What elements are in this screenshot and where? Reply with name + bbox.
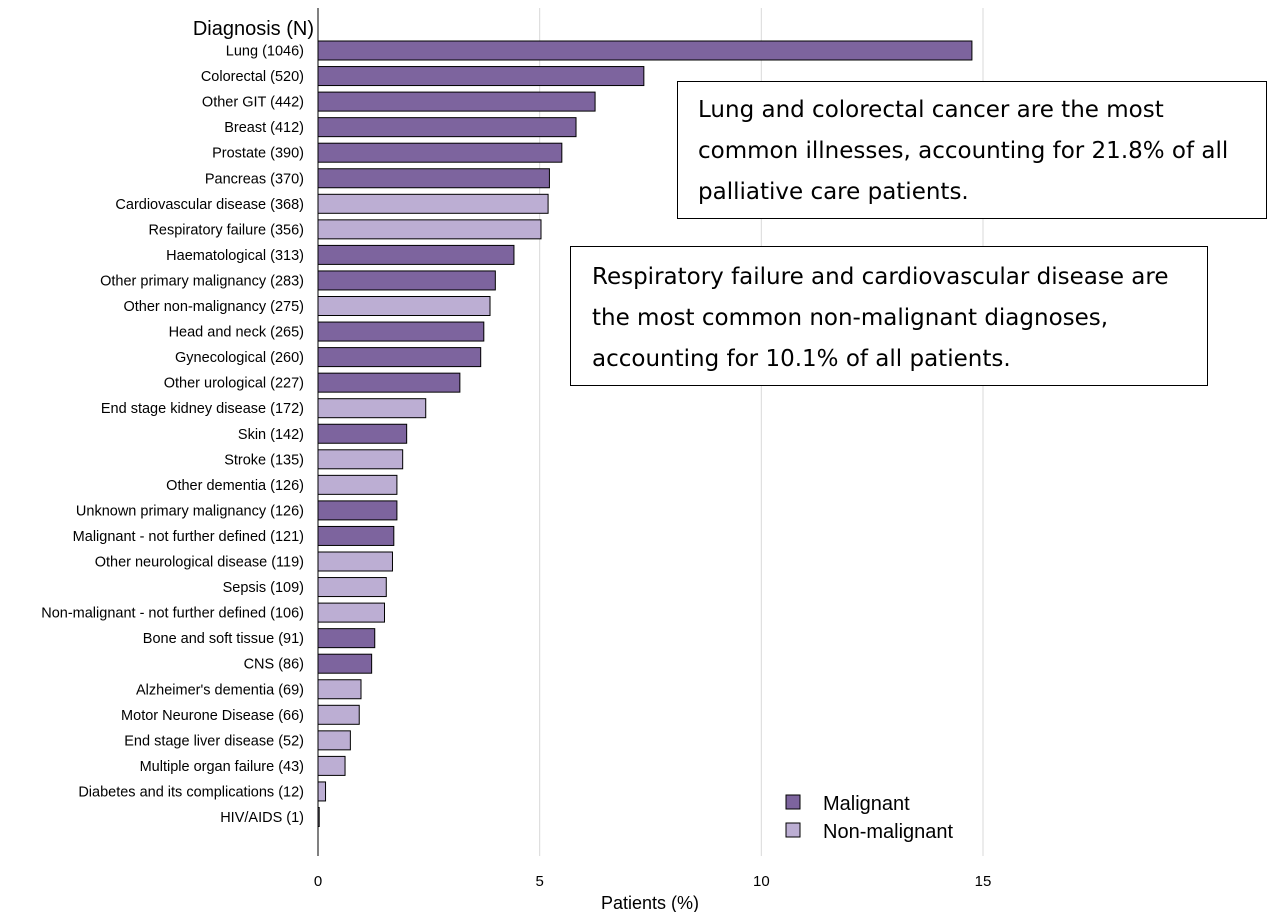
category-label: Unknown primary malignancy (126) (76, 503, 304, 519)
category-label: Lung (1046) (226, 44, 304, 60)
x-tick-label: 15 (975, 873, 992, 890)
bar-6 (317, 193, 549, 214)
bar-17 (317, 474, 398, 495)
bar-27 (317, 730, 351, 751)
bar-28 (317, 755, 346, 776)
bar-21 (317, 577, 387, 598)
category-label: Colorectal (520) (201, 69, 304, 85)
bar-14 (317, 398, 427, 419)
bar-16 (317, 449, 404, 470)
bar-20 (317, 551, 393, 572)
category-label: Sepsis (109) (223, 580, 304, 596)
category-label: Head and neck (265) (169, 325, 304, 341)
bar-1 (317, 66, 645, 87)
category-label: Respiratory failure (356) (148, 222, 304, 238)
annotation-box-cancer: Lung and colorectal cancer are the most … (677, 81, 1267, 219)
category-label: Motor Neurone Disease (66) (121, 708, 304, 724)
bar-29 (317, 781, 327, 802)
category-label: Prostate (390) (212, 146, 304, 162)
category-label: Non-malignant - not further defined (106… (41, 606, 304, 622)
x-tick-label: 0 (314, 873, 322, 890)
category-label: End stage kidney disease (172) (101, 401, 304, 417)
category-label: CNS (86) (244, 657, 304, 673)
bar-5 (317, 168, 550, 189)
legend-label-malignant: Malignant (823, 793, 910, 815)
category-label: Alzheimer's dementia (69) (136, 682, 304, 698)
bar-0 (317, 40, 973, 61)
bar-19 (317, 525, 395, 546)
category-label: Multiple organ failure (43) (140, 759, 304, 775)
category-label: Cardiovascular disease (368) (115, 197, 304, 213)
category-label: Other primary malignancy (283) (100, 273, 304, 289)
y-axis-title: Diagnosis (N) (193, 18, 314, 40)
bar-13 (317, 372, 461, 393)
category-label: HIV/AIDS (1) (220, 810, 304, 826)
bar-8 (317, 244, 515, 265)
bar-2 (317, 91, 596, 112)
category-label: Stroke (135) (224, 452, 304, 468)
category-label: Other GIT (442) (202, 95, 304, 111)
category-label: Pancreas (370) (205, 171, 304, 187)
x-tick-label: 5 (535, 873, 543, 890)
category-label: Malignant - not further defined (121) (73, 529, 304, 545)
category-label: Breast (412) (224, 120, 304, 136)
category-label: Other urological (227) (164, 376, 304, 392)
annotation-box-non-malignant: Respiratory failure and cardiovascular d… (570, 246, 1208, 386)
bar-3 (317, 117, 577, 138)
bar-4 (317, 142, 563, 163)
bar-26 (317, 704, 360, 725)
category-label: Other neurological disease (119) (95, 555, 304, 571)
legend-label-non-malignant: Non-malignant (823, 821, 954, 843)
category-label: Haematological (313) (166, 248, 304, 264)
x-tick-label: 10 (753, 873, 770, 890)
category-label: Bone and soft tissue (91) (143, 631, 304, 647)
bar-12 (317, 347, 482, 368)
bar-10 (317, 296, 491, 316)
category-label: Diabetes and its complications (12) (78, 784, 304, 800)
category-label: Other dementia (126) (166, 478, 304, 494)
bar-15 (317, 423, 408, 444)
bar-11 (317, 321, 485, 342)
category-label: Gynecological (260) (175, 350, 304, 366)
bar-24 (317, 653, 373, 674)
x-tick-labels: 0 5 10 15 (314, 873, 992, 890)
category-label: End stage liver disease (52) (124, 733, 304, 749)
legend-swatch-non-malignant (785, 822, 801, 838)
category-label: Skin (142) (238, 427, 304, 443)
bar-22 (317, 602, 385, 623)
bar-9 (317, 270, 496, 291)
legend-swatch-malignant (785, 794, 801, 810)
bar-23 (317, 628, 376, 649)
category-labels: Lung (1046) Colorectal (520) Other GIT (44… (41, 44, 304, 827)
bar-18 (317, 500, 398, 521)
x-axis-title: Patients (%) (601, 893, 699, 912)
category-label: Other non-malignancy (275) (123, 299, 304, 315)
bar-7 (317, 219, 542, 240)
bar-25 (317, 679, 362, 700)
legend: Malignant Non-malignant (785, 793, 954, 843)
